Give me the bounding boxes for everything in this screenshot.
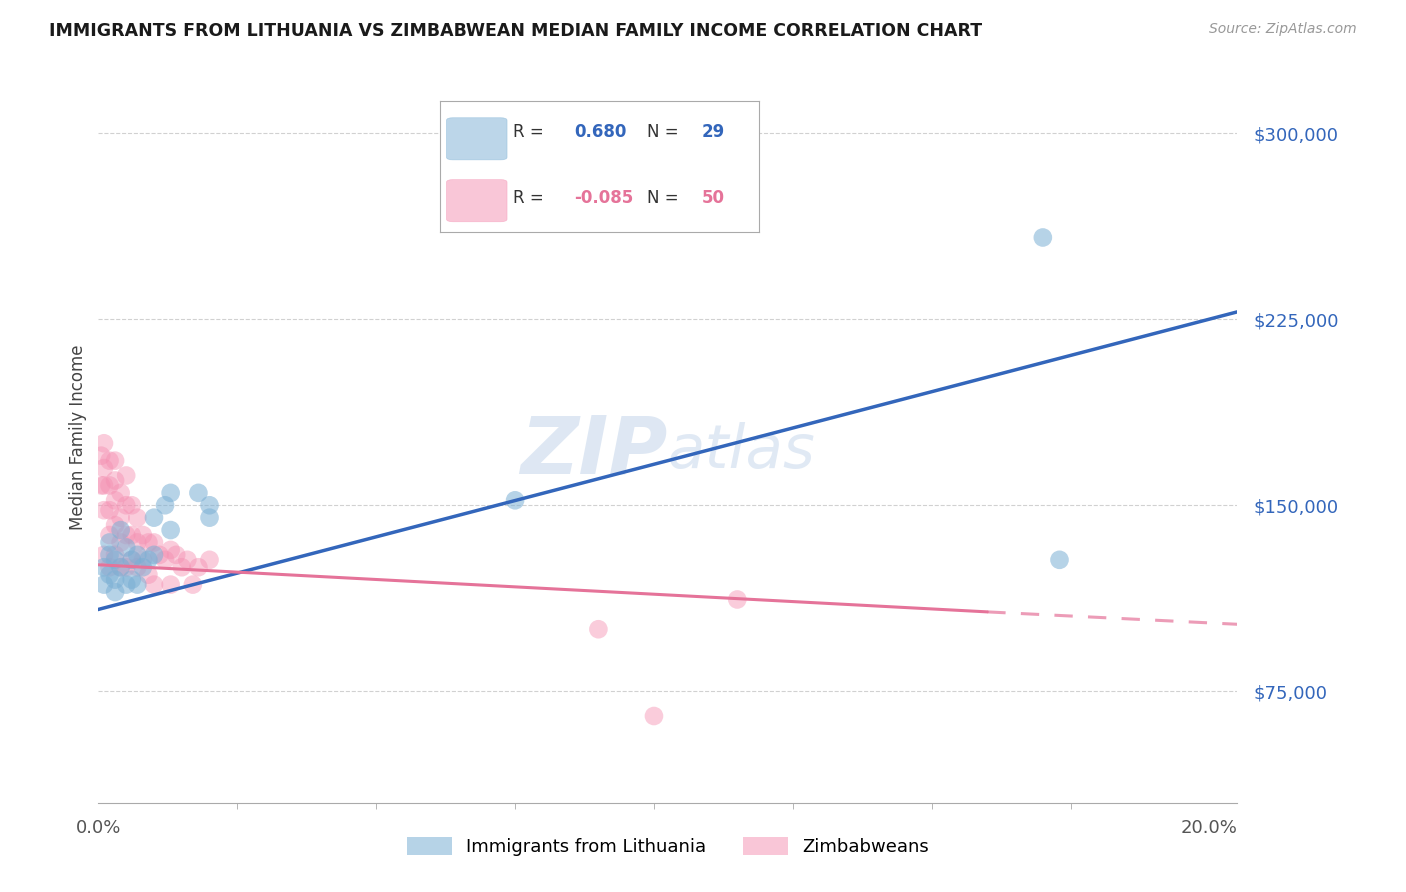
Point <box>165 548 187 562</box>
Point <box>187 560 209 574</box>
Point <box>132 528 155 542</box>
Point <box>198 498 221 512</box>
Point <box>98 528 121 542</box>
Point <box>104 474 127 488</box>
Point <box>110 486 132 500</box>
Point <box>110 535 132 549</box>
Point <box>110 523 132 537</box>
Point <box>98 567 121 582</box>
Text: ZIP: ZIP <box>520 413 668 491</box>
Point <box>90 478 112 492</box>
Point <box>93 503 115 517</box>
Point <box>115 528 138 542</box>
Point <box>93 478 115 492</box>
Point <box>104 453 127 467</box>
Point <box>159 486 181 500</box>
Point <box>138 535 160 549</box>
Point <box>725 592 748 607</box>
Point <box>127 560 149 574</box>
Point <box>115 498 138 512</box>
Point <box>93 560 115 574</box>
Point <box>148 548 170 562</box>
Point <box>1032 230 1054 244</box>
Point <box>132 560 155 574</box>
Text: IMMIGRANTS FROM LITHUANIA VS ZIMBABWEAN MEDIAN FAMILY INCOME CORRELATION CHART: IMMIGRANTS FROM LITHUANIA VS ZIMBABWEAN … <box>49 22 983 40</box>
Y-axis label: Median Family Income: Median Family Income <box>69 344 87 530</box>
Point <box>98 560 121 574</box>
Point <box>110 510 132 524</box>
Point <box>187 486 209 500</box>
Point <box>181 577 204 591</box>
Point <box>104 493 127 508</box>
Point <box>98 503 121 517</box>
Point <box>93 461 115 475</box>
Point <box>121 498 143 512</box>
Point <box>121 553 143 567</box>
Point <box>121 528 143 542</box>
Point <box>98 535 121 549</box>
Point <box>104 518 127 533</box>
Point <box>138 553 160 567</box>
Point <box>198 510 221 524</box>
Point <box>198 553 221 567</box>
Point <box>127 548 149 562</box>
Point <box>115 468 138 483</box>
Point <box>104 585 127 599</box>
Point <box>138 567 160 582</box>
Point <box>143 577 166 591</box>
Point <box>104 553 127 567</box>
Point <box>98 478 121 492</box>
Point <box>503 493 526 508</box>
Point <box>143 548 166 562</box>
Legend: Immigrants from Lithuania, Zimbabweans: Immigrants from Lithuania, Zimbabweans <box>399 830 936 863</box>
Point <box>93 577 115 591</box>
Point <box>132 553 155 567</box>
Point <box>159 577 181 591</box>
Point <box>115 560 138 574</box>
Point <box>121 573 143 587</box>
Point <box>588 622 610 636</box>
Point <box>110 560 132 574</box>
Point <box>176 553 198 567</box>
Text: Source: ZipAtlas.com: Source: ZipAtlas.com <box>1209 22 1357 37</box>
Point <box>121 553 143 567</box>
Point <box>153 553 176 567</box>
Point <box>98 453 121 467</box>
Point <box>159 523 181 537</box>
Point <box>93 548 115 562</box>
Point <box>143 535 166 549</box>
Point <box>1049 553 1071 567</box>
Point <box>643 709 665 723</box>
Point <box>170 560 193 574</box>
Point <box>159 542 181 557</box>
Point <box>93 436 115 450</box>
Text: atlas: atlas <box>668 422 815 481</box>
Point <box>143 510 166 524</box>
Point <box>127 535 149 549</box>
Point <box>110 560 132 574</box>
Point <box>153 498 176 512</box>
Point <box>115 577 138 591</box>
Point <box>98 548 121 562</box>
Point <box>104 548 127 562</box>
Point <box>115 541 138 555</box>
Point <box>90 449 112 463</box>
Point <box>127 510 149 524</box>
Point <box>127 577 149 591</box>
Point <box>104 573 127 587</box>
